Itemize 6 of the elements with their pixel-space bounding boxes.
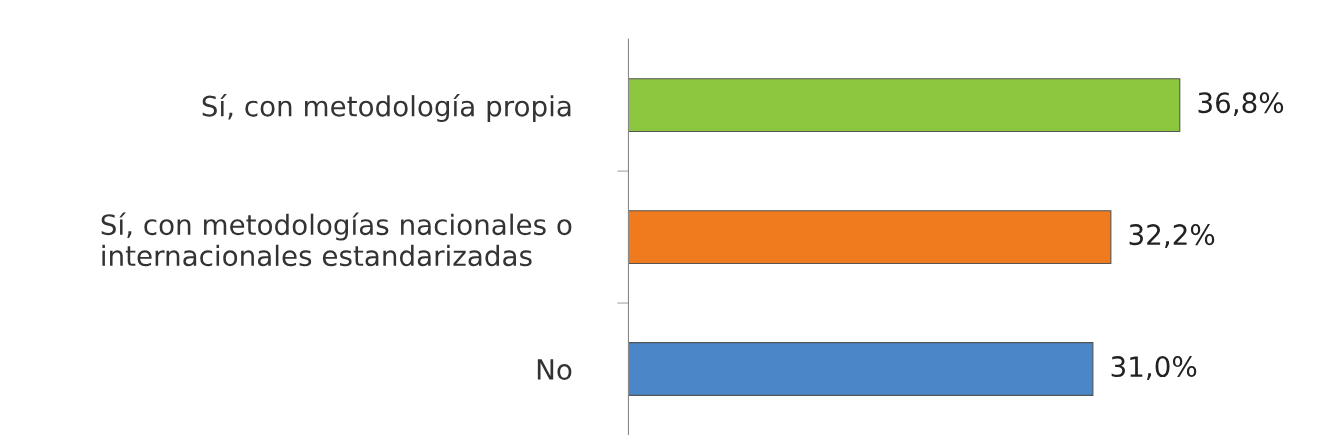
y-tick-label: Sí, con metodología propia bbox=[202, 94, 571, 123]
y-tick-label: Sí, con metodologías nacionales o internacionales estandarizadas bbox=[101, 212, 572, 267]
data-label: 32,2% bbox=[1129, 224, 1215, 248]
y-tick-label: No bbox=[537, 359, 572, 380]
data-label: 31,0% bbox=[1111, 356, 1197, 380]
data-label: 36,8% bbox=[1198, 92, 1284, 117]
